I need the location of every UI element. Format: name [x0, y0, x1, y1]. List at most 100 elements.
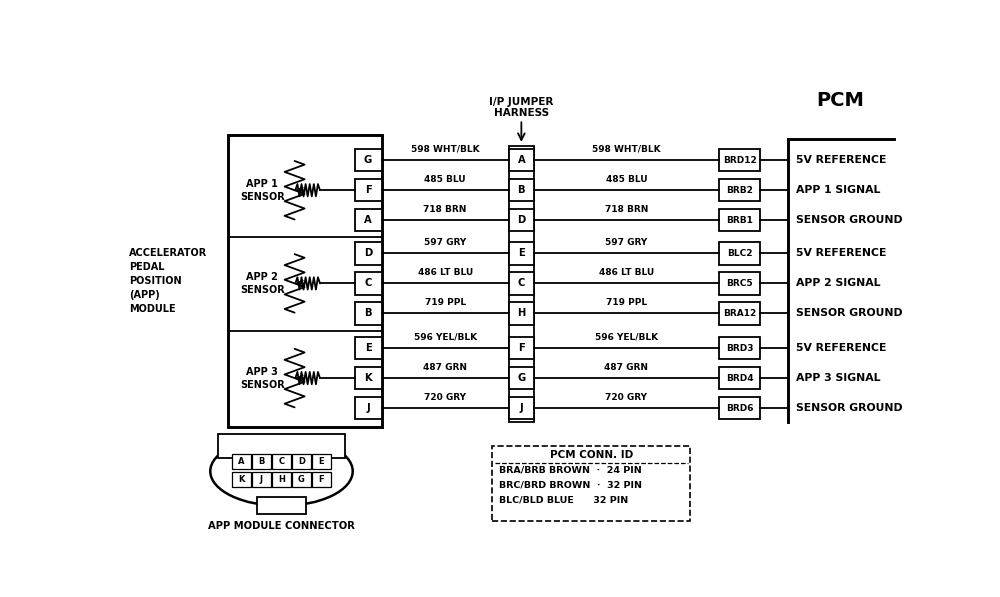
Text: APP 1 SIGNAL: APP 1 SIGNAL: [796, 185, 880, 195]
Bar: [509, 367, 534, 389]
Text: 597 GRY: 597 GRY: [424, 238, 466, 247]
Text: BRB2: BRB2: [726, 186, 753, 195]
Bar: [292, 454, 311, 469]
Text: G: G: [298, 475, 305, 484]
Text: 597 GRY: 597 GRY: [605, 238, 648, 247]
Text: C: C: [364, 278, 372, 288]
Text: F: F: [518, 343, 525, 353]
Text: BRD3: BRD3: [726, 343, 753, 353]
Text: PCM: PCM: [816, 91, 864, 110]
Text: APP 3 SIGNAL: APP 3 SIGNAL: [796, 373, 880, 383]
Bar: [355, 149, 382, 171]
Bar: [719, 302, 760, 325]
Bar: [272, 472, 291, 487]
Bar: [312, 472, 331, 487]
Bar: [232, 454, 251, 469]
Bar: [252, 472, 271, 487]
Text: J: J: [366, 403, 370, 413]
Text: D: D: [298, 457, 305, 466]
Bar: [232, 472, 251, 487]
Text: ACCELERATOR
PEDAL
POSITION
(APP)
MODULE: ACCELERATOR PEDAL POSITION (APP) MODULE: [129, 248, 207, 314]
Bar: [252, 454, 271, 469]
Bar: [719, 272, 760, 294]
Bar: [509, 146, 534, 422]
Text: A: A: [517, 155, 525, 165]
Bar: [355, 272, 382, 294]
Bar: [719, 149, 760, 171]
Text: SENSOR GROUND: SENSOR GROUND: [796, 403, 902, 413]
Bar: [355, 242, 382, 264]
Text: APP 1
SENSOR: APP 1 SENSOR: [240, 179, 285, 202]
Bar: [509, 302, 534, 325]
Text: A: A: [364, 216, 372, 225]
Bar: [292, 472, 311, 487]
Text: F: F: [319, 475, 324, 484]
Bar: [719, 209, 760, 232]
Text: B: B: [518, 185, 525, 195]
Text: C: C: [278, 457, 285, 466]
Text: PCM CONN. ID: PCM CONN. ID: [550, 451, 633, 460]
Text: 718 BRN: 718 BRN: [605, 205, 648, 214]
Text: 596 YEL/BLK: 596 YEL/BLK: [414, 333, 477, 341]
Bar: [719, 337, 760, 359]
Text: 596 YEL/BLK: 596 YEL/BLK: [595, 333, 658, 341]
Bar: [355, 367, 382, 389]
Text: APP 3
SENSOR: APP 3 SENSOR: [240, 367, 285, 389]
Text: BRD6: BRD6: [726, 404, 753, 413]
Bar: [355, 209, 382, 232]
Text: BRC/BRD BROWN  ·  32 PIN: BRC/BRD BROWN · 32 PIN: [499, 480, 642, 490]
Bar: [228, 135, 382, 427]
Text: E: E: [319, 457, 324, 466]
Bar: [509, 149, 534, 171]
Bar: [719, 242, 760, 264]
Text: BLC2: BLC2: [727, 249, 752, 258]
Text: J: J: [519, 403, 523, 413]
Text: F: F: [365, 185, 372, 195]
Bar: [719, 179, 760, 201]
Bar: [355, 179, 382, 201]
Text: I/P JUMPER: I/P JUMPER: [489, 97, 554, 107]
Text: 598 WHT/BLK: 598 WHT/BLK: [592, 144, 661, 153]
Text: B: B: [258, 457, 265, 466]
Text: 718 BRN: 718 BRN: [423, 205, 467, 214]
Text: 720 GRY: 720 GRY: [424, 393, 466, 402]
Text: 486 LT BLU: 486 LT BLU: [418, 268, 473, 277]
Bar: [719, 367, 760, 389]
Text: BRD12: BRD12: [723, 156, 757, 165]
Text: B: B: [364, 309, 372, 318]
Text: H: H: [517, 309, 525, 318]
Bar: [509, 272, 534, 294]
Text: H: H: [278, 475, 285, 484]
Text: SENSOR GROUND: SENSOR GROUND: [796, 216, 902, 225]
Text: 720 GRY: 720 GRY: [605, 393, 647, 402]
Text: SENSOR GROUND: SENSOR GROUND: [796, 309, 902, 318]
Text: D: D: [364, 248, 372, 259]
Text: C: C: [518, 278, 525, 288]
Bar: [257, 497, 306, 513]
Text: BRB1: BRB1: [726, 216, 753, 224]
Text: E: E: [518, 248, 525, 259]
Text: BLC/BLD BLUE      32 PIN: BLC/BLD BLUE 32 PIN: [499, 496, 629, 504]
Text: 485 BLU: 485 BLU: [606, 175, 647, 184]
Bar: [509, 209, 534, 232]
Text: BRD4: BRD4: [726, 374, 753, 383]
Text: 486 LT BLU: 486 LT BLU: [599, 268, 654, 277]
Text: 485 BLU: 485 BLU: [424, 175, 466, 184]
Text: BRC5: BRC5: [726, 279, 753, 288]
Ellipse shape: [210, 436, 353, 506]
Text: K: K: [364, 373, 372, 383]
Text: 598 WHT/BLK: 598 WHT/BLK: [411, 144, 479, 153]
Text: BRA/BRB BROWN  ·  24 PIN: BRA/BRB BROWN · 24 PIN: [499, 465, 642, 474]
Text: G: G: [364, 155, 372, 165]
Text: 719 PPL: 719 PPL: [606, 298, 647, 307]
Bar: [509, 337, 534, 359]
Text: BRA12: BRA12: [723, 309, 756, 318]
Bar: [312, 454, 331, 469]
Text: E: E: [365, 343, 372, 353]
Text: 5V REFERENCE: 5V REFERENCE: [796, 155, 886, 165]
Text: APP 2
SENSOR: APP 2 SENSOR: [240, 272, 285, 295]
Text: G: G: [517, 373, 525, 383]
Bar: [355, 302, 382, 325]
Text: K: K: [238, 475, 245, 484]
Text: 5V REFERENCE: 5V REFERENCE: [796, 343, 886, 353]
